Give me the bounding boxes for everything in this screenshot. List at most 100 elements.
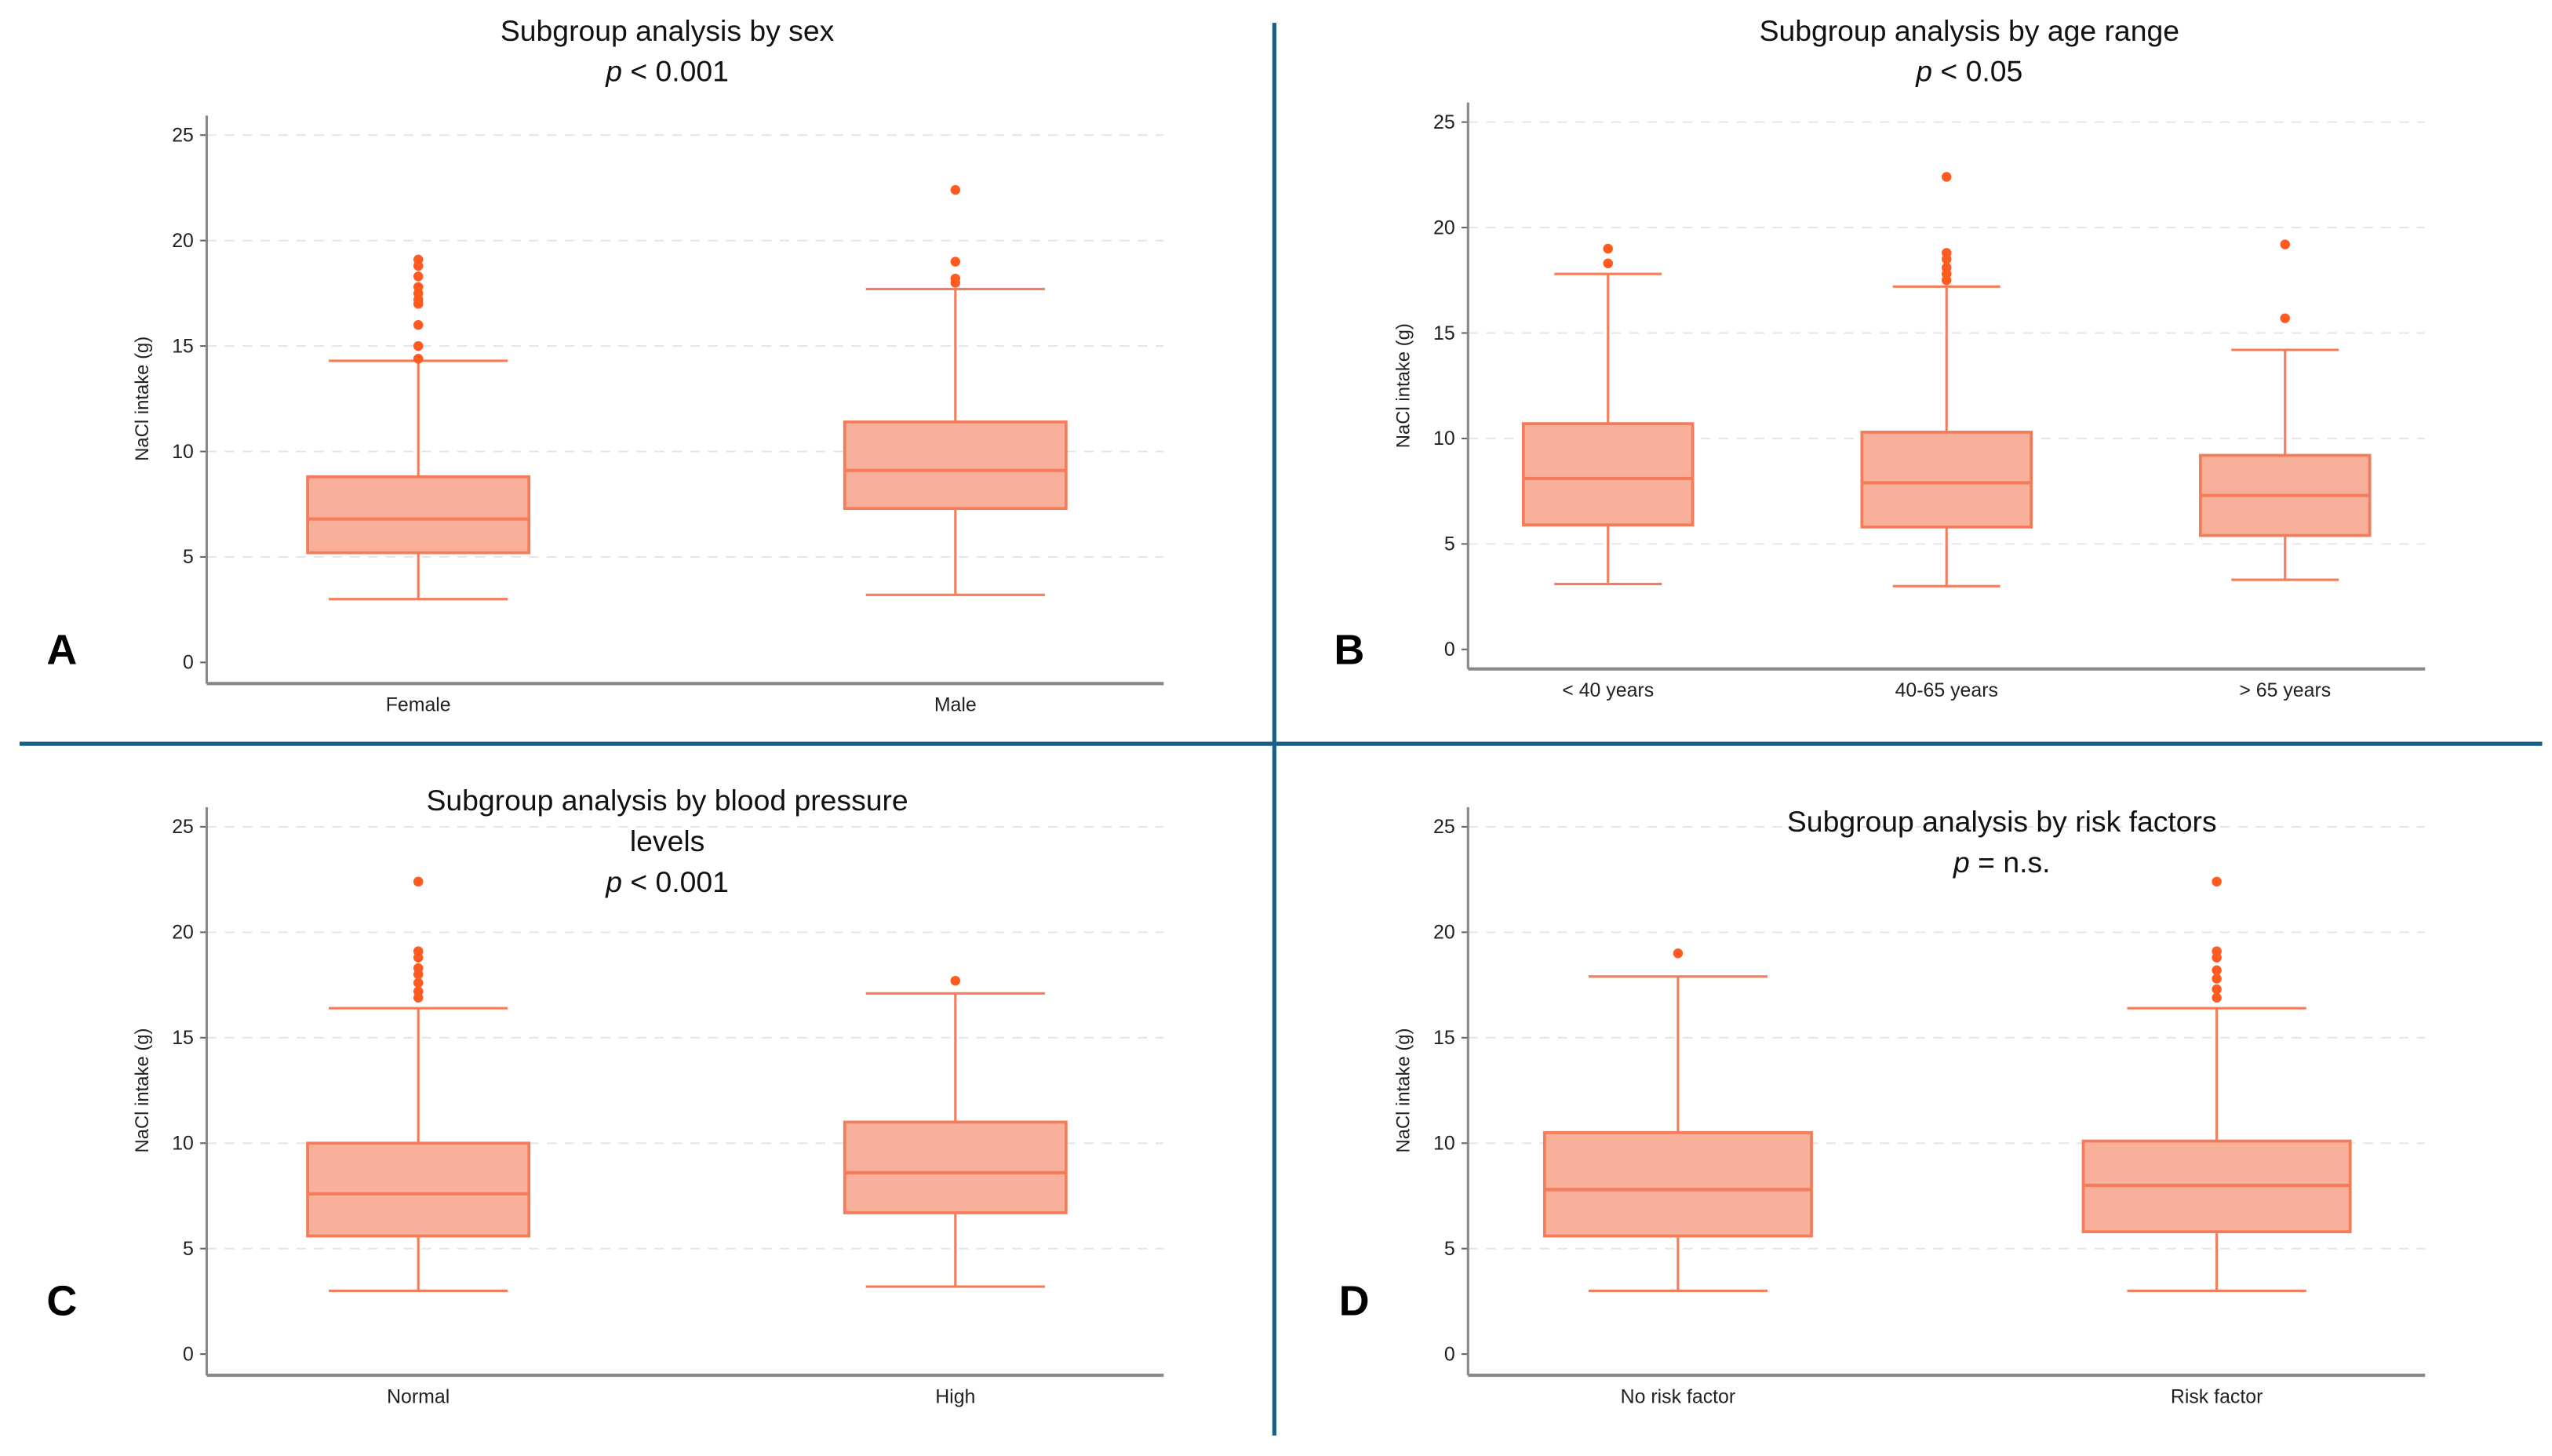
outlier-point [2212,984,2222,995]
outlier-point [2212,876,2222,887]
iqr-box [843,1120,1068,1214]
outlier-point [413,963,424,974]
p-value-text: < 0.05 [1932,55,2022,88]
iqr-box [1542,1130,1813,1238]
p-value: p < 0.001 [605,55,729,88]
y-tick-label: 5 [1444,533,1455,555]
outlier-point [2212,946,2222,956]
chart-title: Subgroup analysis by risk factors [1787,805,2217,838]
outlier-point [1603,243,1613,254]
y-tick-label: 10 [172,1133,194,1155]
panel-b: 0 5 10 15 20 25 NaCl intake (g) < 40 years 40-65… [1334,14,2426,701]
panel-label: B [1334,626,1364,673]
outlier-point [413,977,424,988]
p-symbol: p [605,865,622,898]
outlier-point [2212,965,2222,975]
y-tick-label: 20 [1433,217,1455,238]
p-value: p < 0.001 [605,865,729,898]
p-value: p < 0.05 [1915,55,2022,88]
outlier-point [1673,948,1684,959]
box-1 [843,184,1068,596]
outlier-point [950,184,961,195]
outlier-point [413,876,424,887]
x-category-label: High [935,1385,975,1407]
outlier-point [413,254,424,265]
p-symbol: p [1953,846,1970,879]
iqr-box [306,475,531,555]
panel-label: A [46,626,77,673]
x-category-label: 40-65 years [1895,679,1998,701]
y-tick-label: 25 [172,125,194,147]
x-category-label: Risk factor [2171,1385,2263,1407]
y-axis-label: NaCl intake (g) [1393,1028,1414,1153]
y-tick-label: 5 [183,1238,194,1260]
p-value: p = n.s. [1953,846,2050,879]
outlier-point [1603,258,1613,268]
box-0 [306,876,531,1293]
outlier-point [413,271,424,282]
box-1 [1860,172,2033,588]
x-category-label: Male [934,694,977,716]
x-category-label: No risk factor [1621,1385,1736,1407]
p-value-text: = n.s. [1970,846,2051,879]
x-category-label: > 65 years [2239,679,2331,701]
outlier-point [950,975,961,986]
y-tick-label: 20 [172,922,194,944]
y-tick-label: 25 [1433,111,1455,133]
y-tick-label: 15 [172,335,194,357]
outlier-point [413,946,424,956]
chart-title: levels [630,824,704,857]
outlier-point [1942,172,1952,182]
iqr-box [1521,422,1695,527]
y-axis-label: NaCl intake (g) [132,337,153,461]
p-symbol: p [1915,55,1932,88]
iqr-box [1860,430,2033,529]
outlier-point [2280,239,2290,249]
p-value-text: < 0.001 [622,865,729,898]
outlier-point [2212,974,2222,984]
box-0 [306,254,531,601]
y-tick-label: 25 [172,816,194,838]
x-category-label: Female [386,694,451,716]
y-tick-label: 15 [172,1027,194,1049]
y-tick-label: 10 [1433,428,1455,450]
box-1 [2081,876,2352,1293]
box-2 [2199,239,2372,581]
y-tick-label: 25 [1433,816,1455,838]
outlier-point [2280,313,2290,323]
y-tick-label: 15 [1433,1027,1455,1049]
outlier-point [413,353,424,364]
panel-label: D [1339,1277,1370,1324]
outlier-point [413,986,424,996]
outlier-point [413,282,424,293]
y-tick-label: 15 [1433,322,1455,344]
iqr-box [306,1141,531,1238]
y-axis-label: NaCl intake (g) [1393,323,1414,448]
chart-title: Subgroup analysis by blood pressure [426,784,908,817]
y-tick-label: 10 [172,441,194,463]
outlier-point [1942,262,1952,273]
p-symbol: p [605,55,622,88]
y-tick-label: 20 [1433,922,1455,944]
outlier-point [413,319,424,330]
outlier-point [1942,248,1952,258]
x-category-label: Normal [387,1385,450,1407]
p-value-text: < 0.001 [622,55,729,88]
chart-title: Subgroup analysis by age range [1760,14,2179,47]
outlier-point [2212,992,2222,1003]
box-0 [1521,243,1695,586]
outlier-point [413,340,424,351]
panel-c: 0 5 10 15 20 25 NaCl intake (g) Normal High Subgr… [46,784,1164,1407]
x-category-label: < 40 years [1562,679,1654,701]
chart-title: Subgroup analysis by sex [501,14,835,47]
y-tick-label: 5 [183,546,194,568]
box-1 [843,975,1068,1288]
y-tick-label: 10 [1433,1133,1455,1155]
y-tick-label: 0 [1444,1343,1455,1365]
y-axis-label: NaCl intake (g) [132,1028,153,1153]
y-tick-label: 20 [172,230,194,252]
panel-a: 0 5 10 15 20 25 NaCl intake (g) Female Male Subgr… [46,14,1164,716]
y-tick-label: 0 [183,652,194,674]
box-0 [1542,948,1813,1293]
